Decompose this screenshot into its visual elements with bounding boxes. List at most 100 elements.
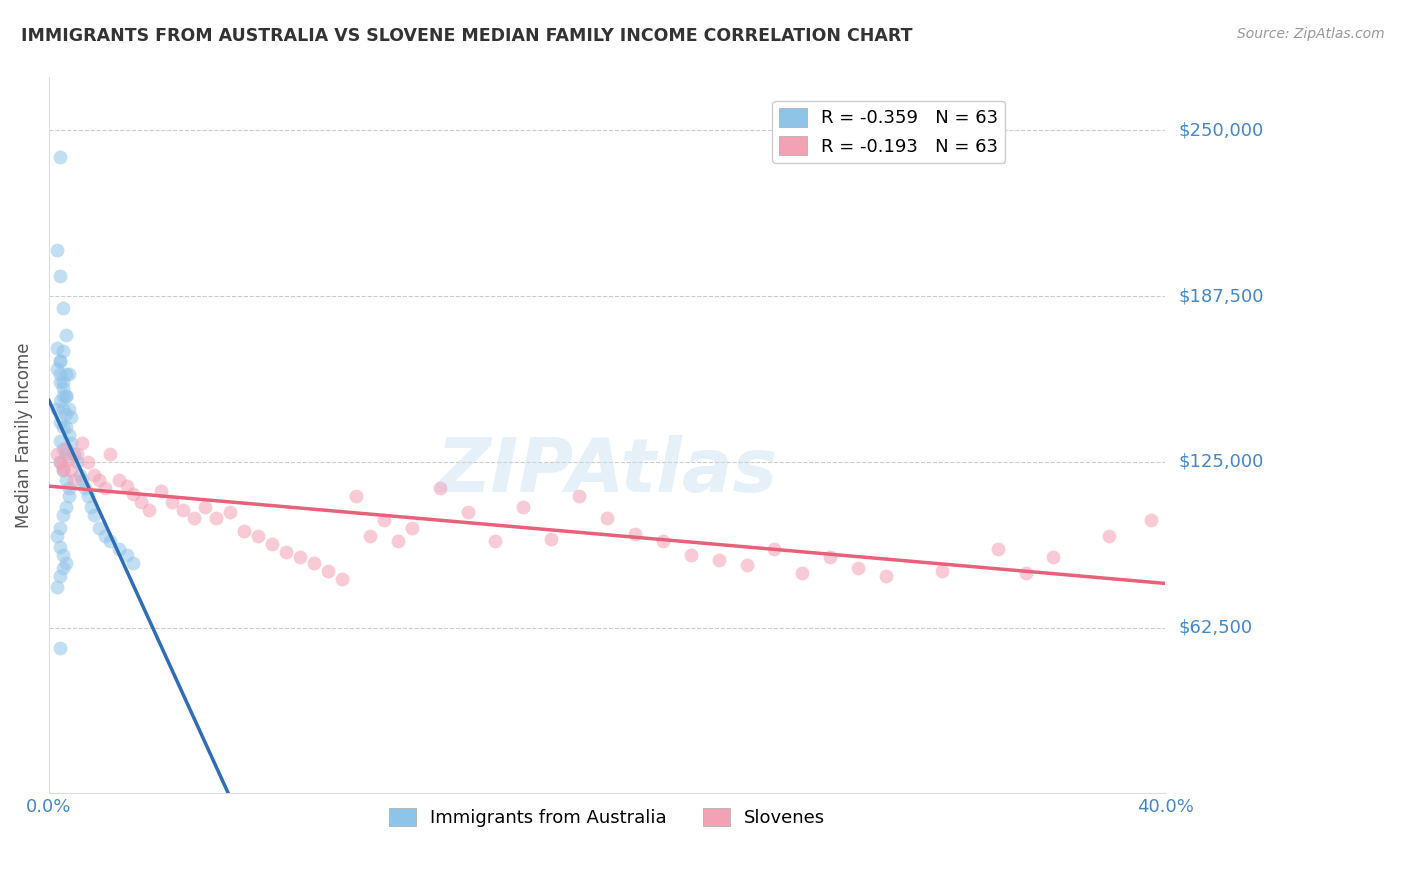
Y-axis label: Median Family Income: Median Family Income [15,343,32,528]
Text: IMMIGRANTS FROM AUSTRALIA VS SLOVENE MEDIAN FAMILY INCOME CORRELATION CHART: IMMIGRANTS FROM AUSTRALIA VS SLOVENE MED… [21,27,912,45]
Point [49,150,72,164]
Point [52,343,75,358]
Point [52,389,75,403]
Point [288,550,311,565]
Point [49,354,72,368]
Point [792,566,814,581]
Point [121,487,143,501]
Point [55,420,77,434]
Point [72,474,94,488]
Point [63,447,86,461]
Point [129,494,152,508]
Point [707,553,730,567]
Point [512,500,534,514]
Point [52,401,75,416]
Point [330,572,353,586]
Point [58,428,80,442]
Point [58,482,80,496]
Point [205,510,228,524]
Point [1014,566,1036,581]
Point [987,542,1010,557]
Point [387,534,409,549]
Point [49,455,72,469]
Point [457,505,479,519]
Point [194,500,217,514]
Point [1098,529,1121,543]
Point [316,564,339,578]
Legend: Immigrants from Australia, Slovenes: Immigrants from Australia, Slovenes [381,801,832,834]
Point [540,532,562,546]
Point [46,362,69,376]
Point [233,524,256,538]
Point [160,494,183,508]
Point [89,474,111,488]
Point [679,548,702,562]
Point [846,561,869,575]
Point [52,381,75,395]
Point [624,526,647,541]
Point [107,474,129,488]
Point [302,556,325,570]
Point [344,489,367,503]
Point [46,580,69,594]
Point [52,460,75,475]
Point [247,529,270,543]
Point [94,529,117,543]
Point [596,510,619,524]
Point [46,447,69,461]
Text: $250,000: $250,000 [1180,121,1264,139]
Point [115,548,138,562]
Point [52,463,75,477]
Point [172,502,194,516]
Point [77,489,100,503]
Point [55,389,77,403]
Point [63,474,86,488]
Point [49,540,72,554]
Point [52,442,75,456]
Point [49,269,72,284]
Point [60,409,83,424]
Point [60,436,83,450]
Point [52,301,75,315]
Point [138,502,160,516]
Point [262,537,284,551]
Point [52,548,75,562]
Point [55,442,77,456]
Point [931,564,953,578]
Point [80,500,103,514]
Point [107,542,129,557]
Text: Source: ZipAtlas.com: Source: ZipAtlas.com [1237,27,1385,41]
Point [55,327,77,342]
Text: $187,500: $187,500 [1180,287,1264,305]
Point [401,521,423,535]
Point [55,500,77,514]
Text: ZIPAtlas: ZIPAtlas [436,434,778,508]
Point [46,529,69,543]
Point [183,510,205,524]
Point [49,434,72,448]
Text: $125,000: $125,000 [1180,453,1264,471]
Point [69,468,91,483]
Point [52,508,75,522]
Point [58,452,80,467]
Point [60,463,83,477]
Point [94,482,117,496]
Point [83,468,105,483]
Point [46,401,69,416]
Point [429,482,451,496]
Point [66,455,89,469]
Point [55,389,77,403]
Point [219,505,242,519]
Point [149,484,172,499]
Point [49,354,72,368]
Point [66,447,89,461]
Point [77,455,100,469]
Point [89,521,111,535]
Point [98,534,121,549]
Point [58,368,80,382]
Point [46,341,69,355]
Point [52,376,75,390]
Point [115,479,138,493]
Point [49,640,72,655]
Point [98,447,121,461]
